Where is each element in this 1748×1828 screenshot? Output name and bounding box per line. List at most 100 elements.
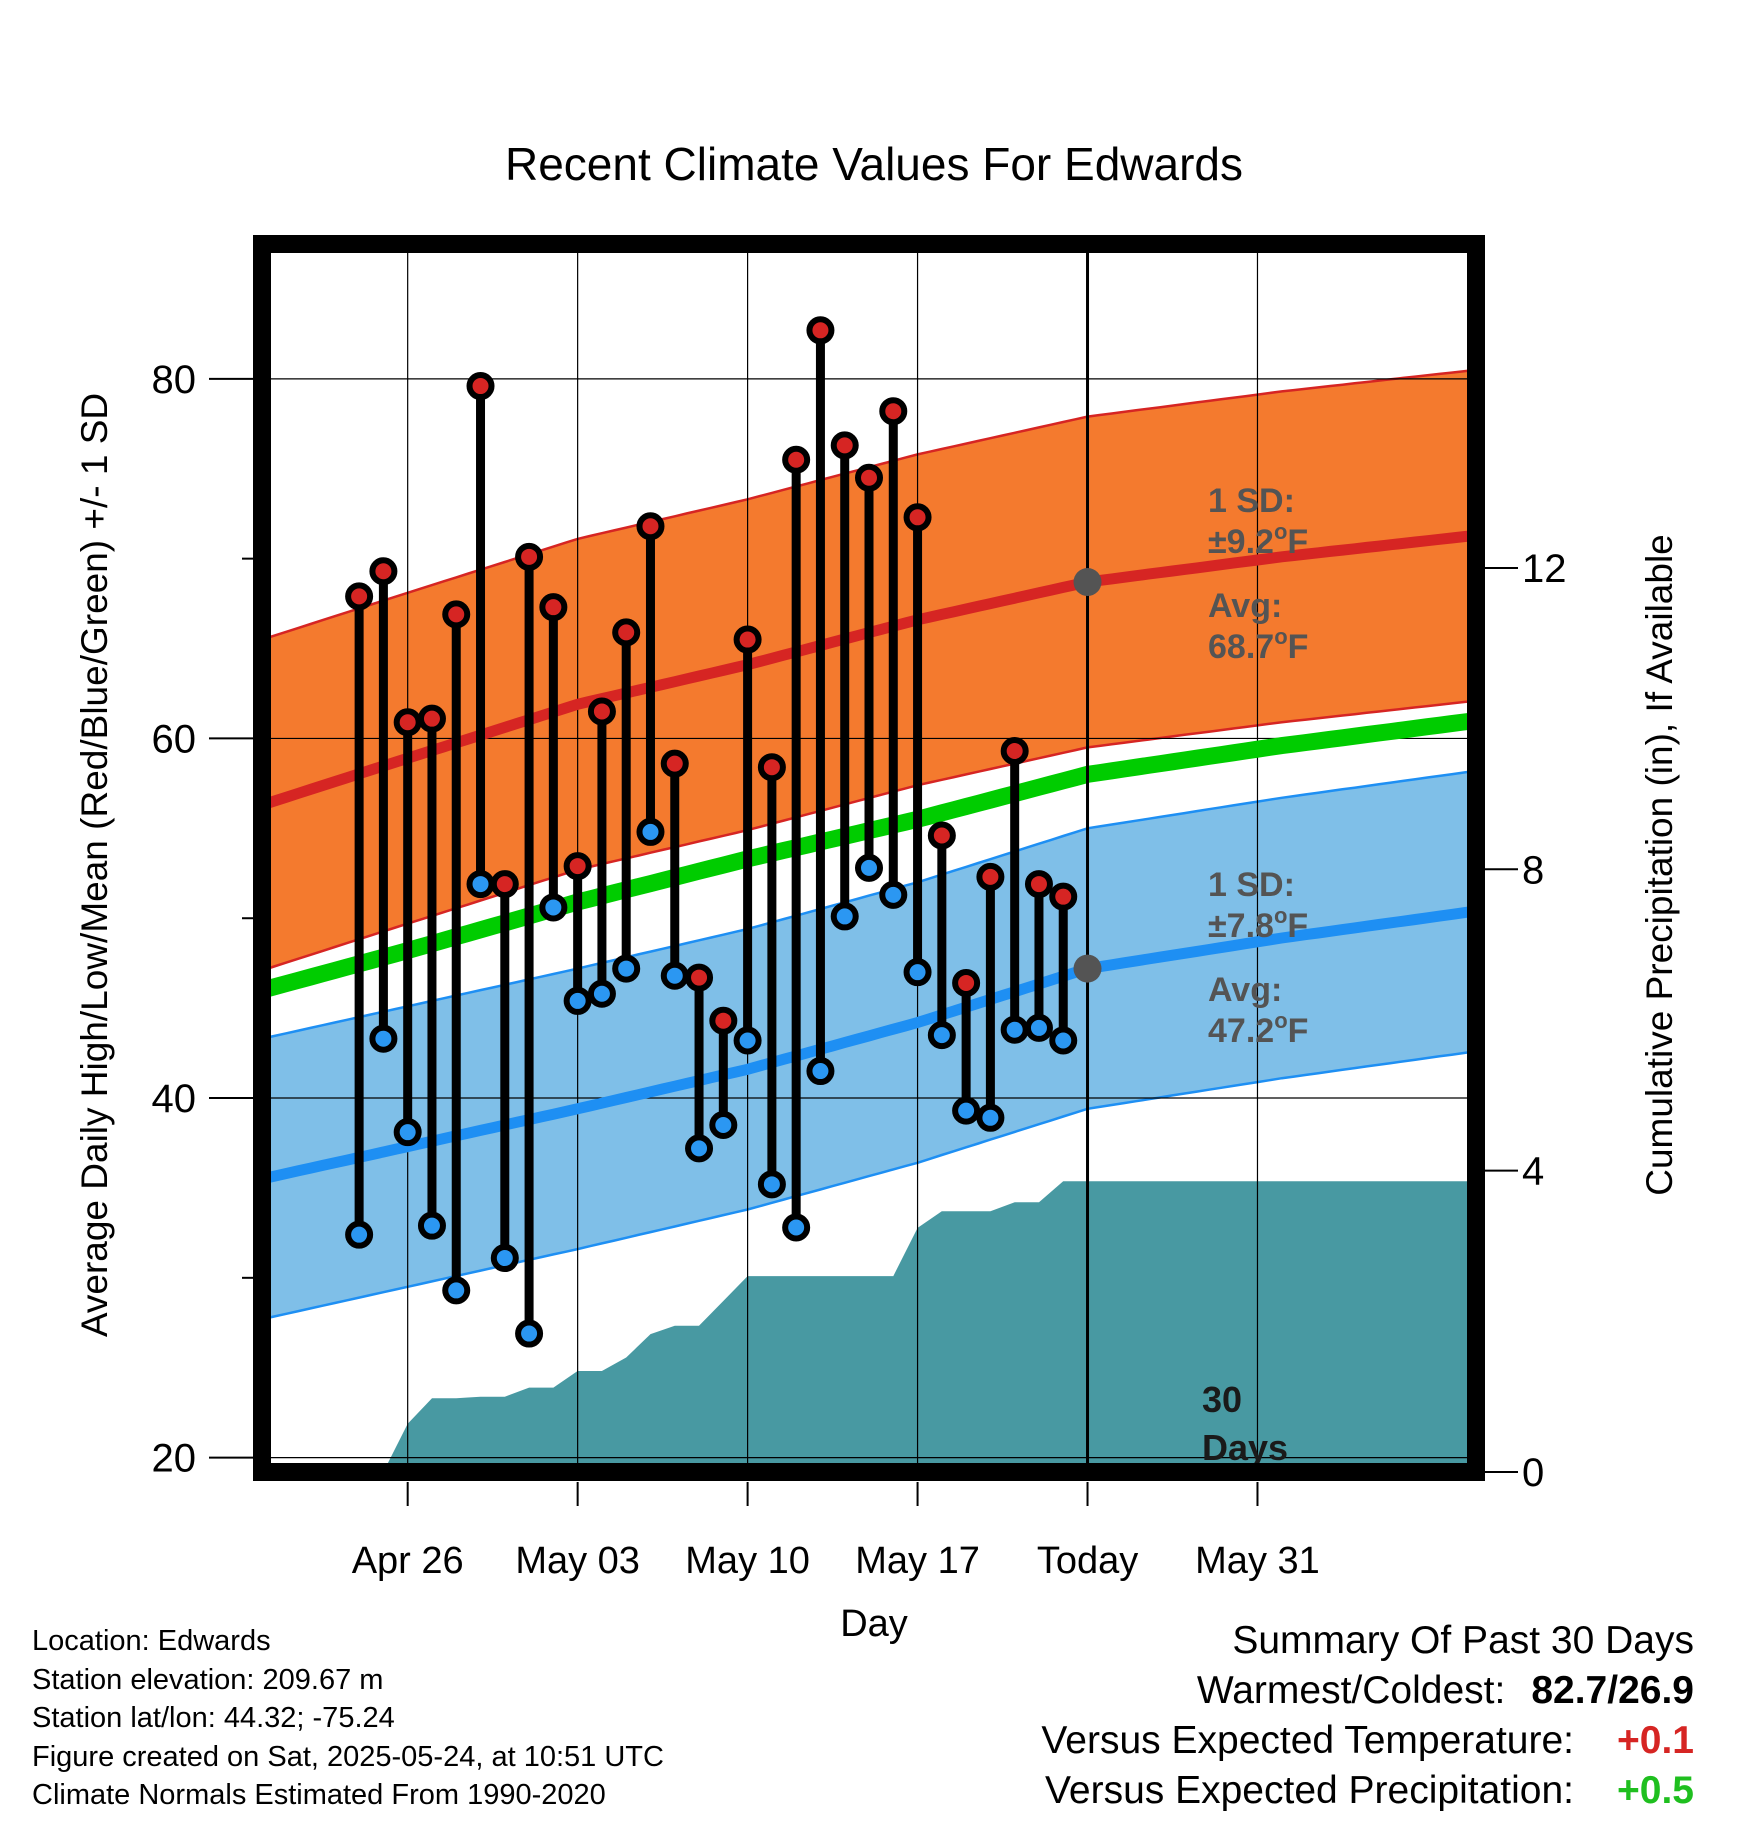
daily-high-point xyxy=(1000,737,1029,766)
summary-warm-cold: Warmest/Coldest: 82.7/26.9 xyxy=(1041,1666,1694,1716)
daily-low-point xyxy=(660,961,689,990)
y2-tick-label: 12 xyxy=(1522,547,1567,591)
summary-precip: Versus Expected Precipitation: +0.5 xyxy=(1041,1766,1694,1816)
daily-high-point xyxy=(806,316,835,345)
high-sd-annotation-value: ±9.2oF xyxy=(1208,519,1308,561)
daily-high-point xyxy=(442,600,471,629)
high-sd-annotation-value-number: ±9.2 xyxy=(1208,523,1274,561)
temp-label: Versus Expected Temperature: xyxy=(1041,1719,1574,1762)
daily-low-point xyxy=(490,1244,519,1273)
precip-label: Versus Expected Precipitation: xyxy=(1045,1769,1574,1812)
daily-high-point xyxy=(393,708,422,737)
y2-axis-label: Cumulative Precipitation (in), If Availa… xyxy=(1639,534,1680,1196)
station-location: Location: Edwards xyxy=(32,1625,271,1657)
high-sd-annotation-unit: F xyxy=(1287,523,1308,561)
daily-high-point xyxy=(879,397,908,426)
precipitation-area xyxy=(262,1181,1476,1472)
days-count-number: 30 xyxy=(1202,1379,1242,1420)
daily-low-point xyxy=(1000,1015,1029,1044)
low-sd-annotation-value: ±7.8oF xyxy=(1208,903,1308,945)
daily-low-point xyxy=(927,1021,956,1050)
today-high-normal-marker xyxy=(1073,568,1102,597)
y-tick-label: 40 xyxy=(152,1077,197,1121)
low-avg-annotation-degree: o xyxy=(1274,1008,1287,1033)
figure-created: Figure created on Sat, 2025-05-24, at 10… xyxy=(32,1740,664,1773)
daily-high-point xyxy=(782,445,811,474)
y-axis-label: Average Daily High/Low/Mean (Red/Blue/Gr… xyxy=(74,393,115,1337)
x-tick-label: May 03 xyxy=(515,1540,640,1582)
high-avg-annotation-degree: o xyxy=(1274,624,1287,649)
daily-high-point xyxy=(685,963,714,992)
y-tick-label: 80 xyxy=(152,358,197,402)
daily-low-point xyxy=(757,1170,786,1199)
daily-low-point xyxy=(345,1220,374,1249)
daily-high-point xyxy=(345,582,374,611)
today-low-normal-marker xyxy=(1073,954,1102,983)
station-latlon: Station lat/lon: 44.32; -75.24 xyxy=(32,1702,395,1734)
y-tick-label: 20 xyxy=(152,1437,197,1481)
plot-frame xyxy=(253,235,1485,1481)
y2-tick-label: 8 xyxy=(1522,848,1544,892)
daily-low-point xyxy=(369,1024,398,1053)
daily-high-point xyxy=(587,697,616,726)
low-sd-annotation-unit: F xyxy=(1287,907,1308,945)
daily-high-point xyxy=(733,625,762,654)
daily-high-point xyxy=(757,753,786,782)
daily-low-point xyxy=(952,1096,981,1125)
high-avg-annotation-unit: F xyxy=(1288,628,1309,666)
low-sd-annotation-label: 1 SD: xyxy=(1208,866,1295,904)
climate-normals-note: Climate Normals Estimated From 1990-2020 xyxy=(32,1779,606,1811)
y2-tick-label: 0 xyxy=(1522,1451,1544,1495)
daily-low-point xyxy=(806,1057,835,1086)
x-tick-label: May 10 xyxy=(685,1540,810,1582)
daily-high-point xyxy=(855,463,883,492)
daily-high-point xyxy=(417,704,446,733)
daily-low-point xyxy=(515,1319,544,1348)
daily-high-point xyxy=(927,821,956,850)
low-avg-annotation-value-number: 47.2 xyxy=(1208,1012,1274,1050)
daily-high-point xyxy=(709,1006,738,1035)
daily-low-point xyxy=(879,880,908,909)
low-sd-band xyxy=(262,770,1476,1320)
daily-low-point xyxy=(539,893,568,922)
daily-low-point xyxy=(563,986,592,1015)
station-info: Location: Edwards Station elevation: 209… xyxy=(32,1622,664,1815)
daily-low-point xyxy=(1024,1013,1053,1042)
daily-low-point xyxy=(612,954,641,983)
daily-high-point xyxy=(903,503,932,532)
daily-low-point xyxy=(1049,1026,1078,1055)
daily-high-point xyxy=(660,749,689,778)
daily-high-point xyxy=(612,618,641,647)
daily-low-point xyxy=(830,902,859,931)
daily-low-point xyxy=(855,853,883,882)
precip-value: +0.5 xyxy=(1617,1769,1694,1812)
station-elevation: Station elevation: 209.67 m xyxy=(32,1663,384,1696)
low-sd-annotation-degree: o xyxy=(1274,903,1287,928)
daily-low-point xyxy=(417,1211,446,1240)
daily-high-point xyxy=(1049,882,1078,911)
daily-high-point xyxy=(563,852,592,881)
x-tick-label: Today xyxy=(1037,1540,1138,1582)
x-axis-label: Day xyxy=(840,1603,908,1645)
temp-value: +0.1 xyxy=(1617,1719,1694,1762)
daily-high-point xyxy=(539,593,568,622)
low-avg-annotation-value: 47.2oF xyxy=(1208,1008,1308,1050)
low-sd-annotation-value-number: ±7.8 xyxy=(1208,907,1274,945)
daily-high-point xyxy=(1024,870,1053,899)
daily-low-point xyxy=(782,1213,811,1242)
daily-high-point xyxy=(976,862,1005,891)
warm-cold-value: 82.7/26.9 xyxy=(1531,1669,1694,1712)
daily-low-point xyxy=(685,1134,714,1163)
y-tick-label: 60 xyxy=(152,717,197,761)
daily-low-point xyxy=(393,1118,422,1147)
chart-title: Recent Climate Values For Edwards xyxy=(505,138,1243,190)
daily-high-point xyxy=(466,372,495,401)
y2-tick-label: 4 xyxy=(1522,1150,1544,1194)
daily-low-point xyxy=(466,870,495,899)
daily-low-point xyxy=(903,958,932,987)
high-sd-annotation-label: 1 SD: xyxy=(1208,482,1295,520)
high-avg-annotation-value: 68.7oF xyxy=(1208,624,1308,666)
